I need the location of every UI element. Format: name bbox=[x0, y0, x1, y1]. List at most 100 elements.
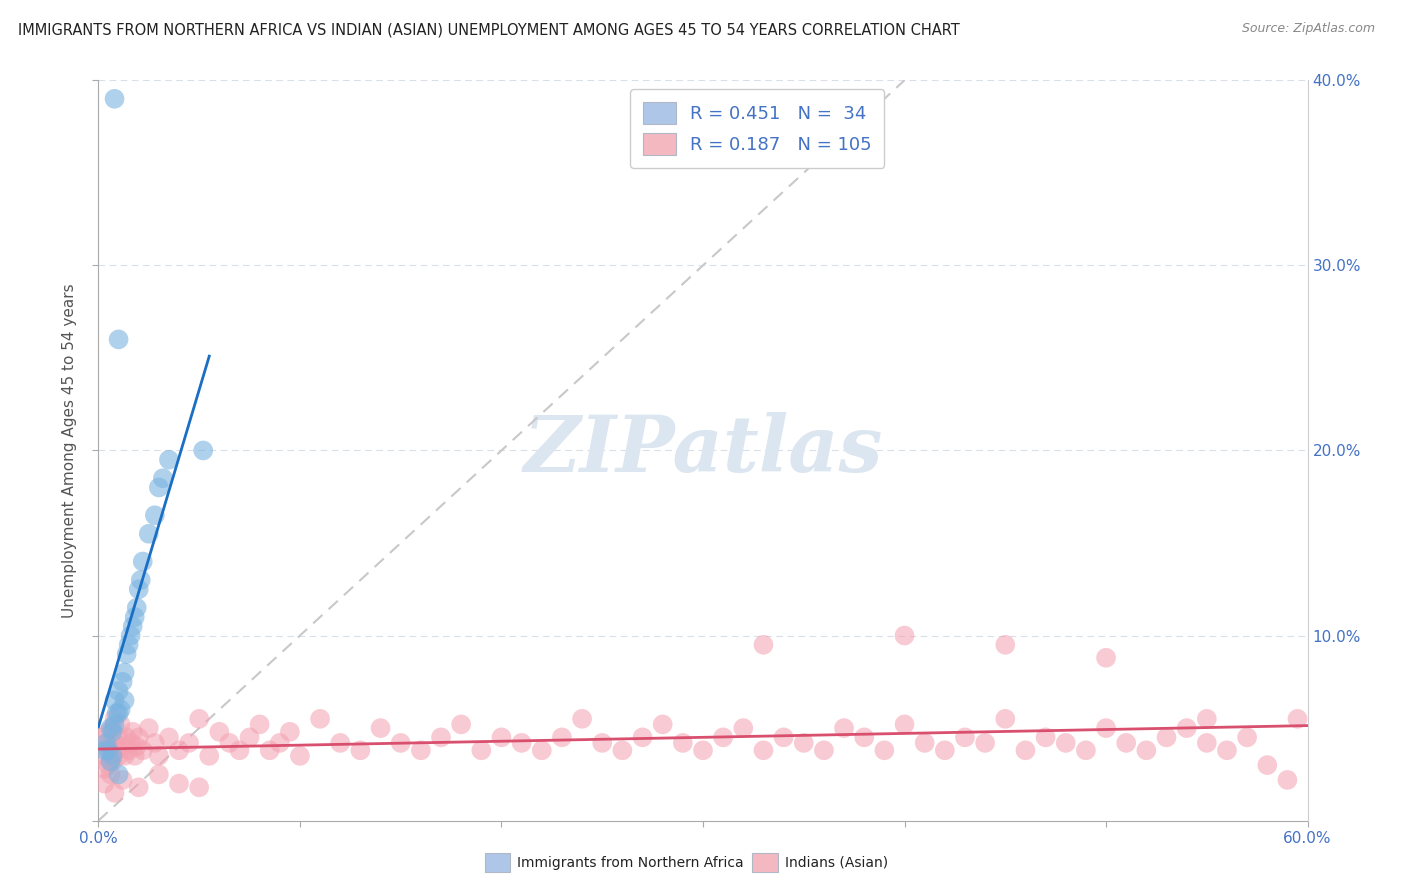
Point bbox=[409, 743, 432, 757]
Point bbox=[1115, 736, 1137, 750]
Point bbox=[349, 743, 371, 757]
Point bbox=[128, 582, 150, 597]
Point bbox=[138, 721, 160, 735]
Point bbox=[97, 724, 120, 739]
Point bbox=[188, 712, 211, 726]
Y-axis label: Unemployment Among Ages 45 to 54 years: Unemployment Among Ages 45 to 54 years bbox=[62, 283, 77, 618]
Point bbox=[97, 743, 120, 757]
Point bbox=[114, 693, 136, 707]
Point bbox=[631, 731, 654, 745]
Point bbox=[118, 743, 141, 757]
Point bbox=[103, 717, 125, 731]
Point bbox=[124, 610, 146, 624]
Point bbox=[110, 703, 132, 717]
Point bbox=[107, 767, 129, 781]
Point bbox=[93, 743, 115, 757]
Point bbox=[132, 743, 155, 757]
Point bbox=[752, 743, 775, 757]
Point bbox=[1277, 772, 1299, 787]
Point bbox=[591, 736, 613, 750]
Point bbox=[228, 743, 250, 757]
Point bbox=[101, 755, 124, 769]
Point bbox=[121, 724, 143, 739]
Point bbox=[97, 758, 120, 772]
Point bbox=[103, 786, 125, 800]
Point bbox=[167, 776, 190, 791]
Point bbox=[111, 739, 134, 754]
Point bbox=[124, 748, 146, 763]
Point bbox=[1095, 721, 1118, 735]
Point bbox=[1035, 731, 1057, 745]
Point bbox=[430, 731, 453, 745]
Point bbox=[125, 600, 148, 615]
Point bbox=[121, 619, 143, 633]
Point bbox=[1156, 731, 1178, 745]
Point bbox=[128, 731, 150, 745]
Point bbox=[114, 665, 136, 680]
Point bbox=[551, 731, 574, 745]
Point bbox=[107, 731, 129, 745]
Point bbox=[914, 736, 936, 750]
Point bbox=[1175, 721, 1198, 735]
Point bbox=[193, 443, 215, 458]
Point bbox=[143, 508, 166, 523]
FancyBboxPatch shape bbox=[485, 853, 510, 872]
Point bbox=[370, 721, 392, 735]
Point bbox=[974, 736, 997, 750]
Point bbox=[893, 628, 915, 642]
Point bbox=[752, 638, 775, 652]
Point bbox=[278, 724, 301, 739]
Point bbox=[96, 736, 118, 750]
Point bbox=[93, 762, 115, 776]
Point bbox=[309, 712, 332, 726]
Point bbox=[103, 92, 125, 106]
Point bbox=[103, 693, 125, 707]
Point bbox=[772, 731, 794, 745]
FancyBboxPatch shape bbox=[752, 853, 778, 872]
Point bbox=[1256, 758, 1278, 772]
Point bbox=[148, 481, 170, 495]
Point bbox=[111, 674, 134, 689]
Point bbox=[157, 731, 180, 745]
Point bbox=[934, 743, 956, 757]
Point bbox=[269, 736, 291, 750]
Point bbox=[329, 736, 352, 750]
Point bbox=[1095, 650, 1118, 665]
Point bbox=[953, 731, 976, 745]
Text: Indians (Asian): Indians (Asian) bbox=[785, 855, 887, 870]
Point bbox=[571, 712, 593, 726]
Point bbox=[692, 743, 714, 757]
Point bbox=[491, 731, 513, 745]
Point bbox=[100, 721, 122, 735]
Point bbox=[132, 554, 155, 569]
Point bbox=[107, 684, 129, 698]
Point bbox=[115, 647, 138, 661]
Point bbox=[218, 736, 240, 750]
Point bbox=[389, 736, 412, 750]
Point bbox=[93, 748, 115, 763]
Point bbox=[157, 452, 180, 467]
Point bbox=[103, 712, 125, 726]
Point bbox=[994, 638, 1017, 652]
Point bbox=[91, 731, 114, 745]
Point bbox=[672, 736, 695, 750]
Point bbox=[105, 743, 128, 757]
Point bbox=[249, 717, 271, 731]
Point bbox=[994, 712, 1017, 726]
Point bbox=[1054, 736, 1077, 750]
Point bbox=[100, 755, 122, 769]
Point bbox=[733, 721, 755, 735]
Point bbox=[1286, 712, 1309, 726]
Point bbox=[470, 743, 492, 757]
Point bbox=[100, 767, 122, 781]
Point bbox=[105, 706, 128, 721]
Point bbox=[288, 748, 311, 763]
Text: Immigrants from Northern Africa: Immigrants from Northern Africa bbox=[517, 855, 744, 870]
Point bbox=[167, 743, 190, 757]
Point bbox=[259, 743, 281, 757]
Point bbox=[813, 743, 835, 757]
Point bbox=[1014, 743, 1036, 757]
Point bbox=[118, 638, 141, 652]
Point bbox=[612, 743, 634, 757]
Point bbox=[1074, 743, 1097, 757]
